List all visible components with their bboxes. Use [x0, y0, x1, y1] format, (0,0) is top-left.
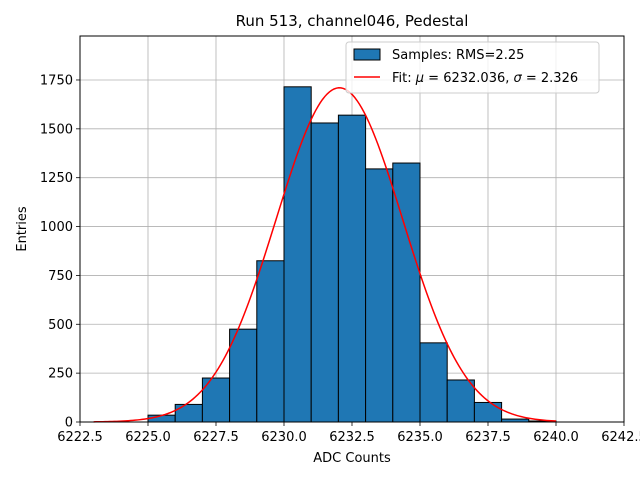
y-tick-label: 250	[48, 367, 73, 382]
histogram-bar	[419, 342, 448, 423]
bars-layer	[147, 86, 557, 423]
fit-curve	[93, 87, 557, 423]
x-tick-label: 6235.0	[397, 430, 443, 445]
ticks-layer: 6222.5 6225.0 6227.5 6230.0 6232.5 6235.0 6237…	[40, 73, 640, 445]
y-axis-label: Entries	[15, 206, 30, 252]
histogram-bar	[392, 162, 421, 423]
histogram-bar	[256, 260, 285, 423]
y-tick-label: 1250	[40, 171, 73, 186]
x-tick-label: 6237.5	[465, 430, 511, 445]
y-tick-label: 0	[65, 416, 73, 431]
legend-fit-prefix: Fit:	[392, 71, 416, 86]
x-tick-label: 6230.0	[261, 430, 307, 445]
x-tick-label: 6240.0	[533, 430, 579, 445]
histogram-bar	[229, 328, 258, 423]
legend-box	[345, 41, 600, 94]
y-tick-label: 500	[48, 318, 73, 333]
x-tick-label: 6227.5	[193, 430, 239, 445]
histogram-bar	[337, 114, 367, 423]
x-tick-label: 6222.5	[57, 430, 103, 445]
legend-swatch-samples	[353, 48, 381, 61]
legend-label-samples: Samples: RMS=2.25	[392, 48, 524, 63]
chart-title: Run 513, channel046, Pedestal	[236, 12, 469, 30]
histogram-bar	[446, 379, 475, 423]
legend-fit-sigma-symbol: σ	[514, 71, 523, 86]
legend: Samples: RMS=2.25 Fit: μ = 6232.036, σ =…	[345, 41, 600, 94]
x-tick-label: 6232.5	[329, 430, 375, 445]
y-tick-label: 1750	[40, 73, 73, 88]
legend-label-fit: Fit: μ = 6232.036, σ = 2.326	[392, 71, 578, 86]
x-tick-label: 6242.5	[601, 430, 640, 445]
histogram-bar	[283, 86, 312, 423]
legend-fit-mu-symbol: μ	[415, 71, 424, 86]
histogram-bar	[310, 122, 339, 423]
histogram-bar	[174, 403, 203, 423]
legend-fit-suffix: = 2.326	[522, 71, 578, 86]
legend-fit-mid: = 6232.036,	[424, 71, 513, 86]
x-axis-label: ADC Counts	[313, 451, 391, 466]
y-tick-label: 1500	[40, 122, 73, 137]
y-tick-label: 1000	[40, 220, 73, 235]
curve-layer	[93, 87, 557, 423]
histogram-bar	[473, 401, 503, 423]
x-tick-label: 6225.0	[125, 430, 171, 445]
y-tick-label: 750	[48, 269, 73, 284]
histogram-bar	[365, 168, 394, 423]
